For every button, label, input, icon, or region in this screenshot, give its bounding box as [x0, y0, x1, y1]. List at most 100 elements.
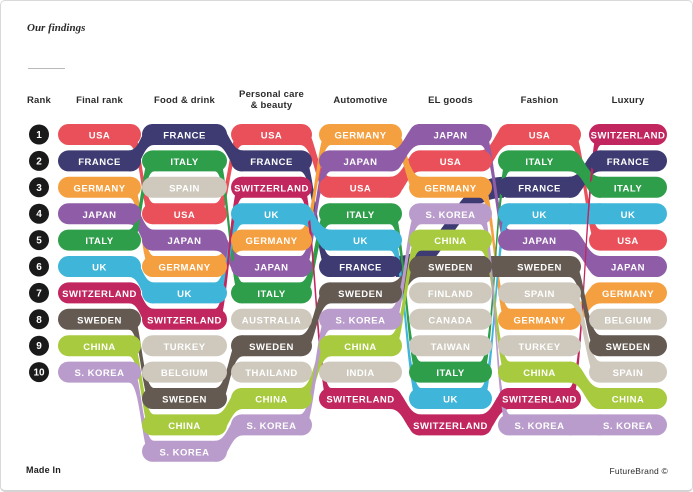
- country-pill-shape: [58, 203, 141, 225]
- country-pill-label: INDIA: [346, 368, 374, 379]
- rank-number: 2: [36, 156, 42, 167]
- country-pill: AUSTRALIA: [231, 308, 312, 330]
- country-pill-label: CHINA: [523, 368, 556, 379]
- country-pill-label: JAPAN: [344, 157, 378, 168]
- country-pill: FRANCE: [498, 176, 581, 198]
- ribbon: [129, 361, 154, 462]
- ribbon: [215, 150, 243, 304]
- country-pill-label: SWITZERLAND: [413, 421, 488, 432]
- country-pill-shape: [319, 282, 402, 304]
- country-pill-shape: [589, 256, 667, 277]
- country-pill-shape: [319, 256, 402, 277]
- country-pill-label: SWEDEN: [517, 263, 562, 274]
- page-title: Our findings: [27, 22, 86, 34]
- country-pill-label: JAPAN: [255, 263, 289, 274]
- country-pill: ITALY: [409, 361, 492, 383]
- country-pill-shape: [231, 388, 312, 409]
- country-pill: S. KOREA: [58, 361, 141, 383]
- country-pill: GERMANY: [409, 176, 492, 198]
- ribbon: [480, 203, 510, 436]
- country-pill: FRANCE: [319, 256, 402, 277]
- country-pill-label: S. KOREA: [515, 421, 565, 432]
- ranking-column: USA FRANCE SWITZERLAND UK GERMANY JAPAN ITALY A…: [231, 124, 312, 436]
- country-pill-label: SWEDEN: [338, 289, 383, 300]
- country-pill-shape: [58, 308, 141, 330]
- country-pill-label: FINLAND: [428, 289, 473, 300]
- country-pill: SPAIN: [142, 176, 227, 198]
- country-pill-label: JAPAN: [523, 236, 557, 247]
- rank-badge: 6: [29, 256, 49, 277]
- country-pill-shape: [58, 361, 141, 383]
- rank-number: 3: [36, 183, 42, 194]
- country-pill-label: FRANCE: [250, 157, 293, 168]
- country-pill-shape: [498, 388, 581, 409]
- country-pill-shape: [409, 414, 492, 436]
- country-pill: UK: [319, 229, 402, 251]
- country-pill-label: TAIWAN: [431, 342, 471, 353]
- country-pill: USA: [498, 124, 581, 145]
- country-pill: ITALY: [498, 150, 581, 172]
- country-pill-shape: [231, 282, 312, 304]
- ranking-column: GERMANY JAPAN USA ITALY UK FRANCE SWEDEN S. KOR…: [319, 124, 402, 409]
- country-pill-shape: [589, 414, 667, 436]
- country-pill-shape: [498, 414, 581, 436]
- country-pill: THAILAND: [231, 361, 312, 383]
- country-pill: USA: [142, 203, 227, 225]
- country-pill-shape: [409, 229, 492, 251]
- rank-number: 10: [33, 368, 45, 379]
- country-pill: BELGIUM: [142, 361, 227, 383]
- country-pill-shape: [231, 414, 312, 436]
- country-pill-label: S. KOREA: [160, 447, 210, 458]
- rank-badge: 7: [29, 282, 49, 303]
- country-pill-label: CHINA: [612, 395, 645, 406]
- country-pill: FRANCE: [142, 124, 227, 145]
- country-pill-shape: [589, 282, 667, 304]
- country-pill-label: SWITZERLAND: [591, 131, 666, 142]
- country-pill-label: UK: [621, 210, 636, 221]
- country-pill-shape: [409, 335, 492, 357]
- country-pill: UK: [142, 282, 227, 304]
- country-pill: SPAIN: [589, 361, 667, 383]
- ribbon: [129, 308, 154, 409]
- country-pill-label: TURKEY: [163, 342, 205, 353]
- country-pill: UK: [589, 203, 667, 225]
- country-pill-shape: [231, 176, 312, 198]
- country-pill-shape: [409, 150, 492, 172]
- country-pill: SWEDEN: [409, 256, 492, 277]
- country-pill: USA: [58, 124, 141, 145]
- column-header: Automotive: [333, 95, 387, 106]
- country-pill-shape: [319, 176, 402, 198]
- country-pill-label: CHINA: [434, 236, 467, 247]
- country-pill: CHINA: [319, 335, 402, 357]
- country-pill: CHINA: [231, 388, 312, 409]
- column-header: EL goods: [428, 95, 473, 106]
- country-pill: USA: [319, 176, 402, 198]
- country-pill-shape: [409, 388, 492, 409]
- country-pill: ITALY: [589, 176, 667, 198]
- country-pill: ITALY: [58, 229, 141, 251]
- country-pill-shape: [589, 176, 667, 198]
- ribbon: [300, 176, 331, 409]
- country-pill: SWITZERLAND: [58, 282, 141, 304]
- country-pill-shape: [319, 388, 402, 409]
- country-pill-label: UK: [443, 395, 458, 406]
- country-pill: TAIWAN: [409, 335, 492, 357]
- rank-badge-circle: [29, 124, 49, 145]
- country-pill-shape: [142, 150, 227, 172]
- rank-number: 1: [36, 130, 42, 141]
- country-pill-shape: [231, 308, 312, 330]
- country-pill: GERMANY: [498, 308, 581, 330]
- country-pill: GERMANY: [58, 176, 141, 198]
- country-pill: CHINA: [142, 414, 227, 436]
- country-pill-label: FRANCE: [163, 131, 206, 142]
- country-pill-shape: [498, 282, 581, 304]
- country-pill-label: BELGIUM: [604, 315, 651, 326]
- country-pill-shape: [319, 150, 402, 172]
- country-pill-label: SWEDEN: [77, 315, 122, 326]
- country-pill: S. KOREA: [589, 414, 667, 436]
- country-pill: USA: [589, 229, 667, 251]
- country-pill-shape: [498, 335, 581, 357]
- country-pill-shape: [142, 229, 227, 251]
- country-pill-label: GERMANY: [158, 263, 210, 274]
